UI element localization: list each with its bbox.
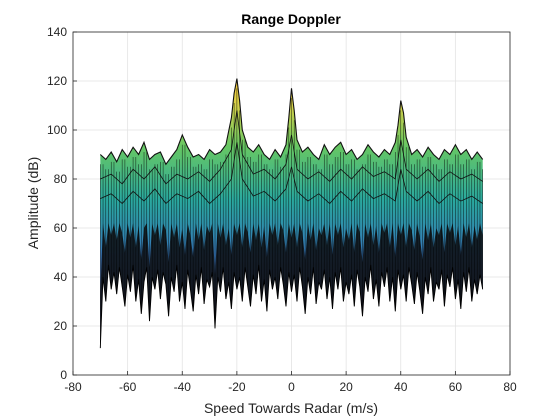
x-tick-label: 40 — [394, 380, 408, 394]
x-tick-label: 80 — [503, 380, 517, 394]
x-tick-label: 0 — [288, 380, 295, 394]
y-tick-label: 100 — [47, 123, 67, 137]
y-tick-label: 40 — [54, 270, 68, 284]
y-axis-label: Amplitude (dB) — [25, 157, 41, 250]
x-tick-label: 20 — [339, 380, 353, 394]
upper-envelope-line — [99, 78, 484, 166]
y-tick-label: 120 — [47, 74, 67, 88]
x-axis-label: Speed Towards Radar (m/s) — [204, 400, 378, 416]
x-tick-label: -20 — [228, 380, 246, 394]
x-tick-label: -80 — [64, 380, 82, 394]
inner-ridge-line — [100, 110, 483, 185]
y-tick-label: 60 — [54, 221, 68, 235]
y-tick-label: 20 — [54, 319, 68, 333]
x-tick-label: 60 — [449, 380, 463, 394]
surface-plot — [99, 78, 484, 349]
chart-title: Range Doppler — [241, 11, 341, 27]
y-tick-label: 140 — [47, 25, 67, 39]
y-tick-label: 0 — [60, 368, 67, 382]
noise-floor-line — [99, 264, 484, 349]
x-tick-label: -60 — [119, 380, 137, 394]
axis-ticks: -80 -60 -40 -20 0 20 40 60 80 0 20 40 60 80 100 120 140 — [47, 25, 517, 394]
inner-ridge-line — [100, 142, 483, 205]
y-tick-label: 80 — [54, 172, 68, 186]
x-tick-label: -40 — [174, 380, 192, 394]
